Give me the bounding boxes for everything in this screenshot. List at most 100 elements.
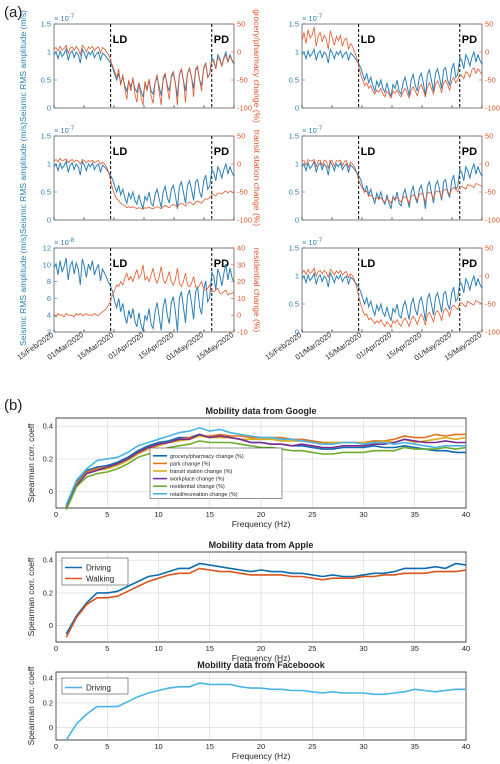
x-tick-label: 30 xyxy=(359,742,367,751)
axes-box xyxy=(53,135,235,221)
y-left-tick-label: 1.5 xyxy=(41,20,51,29)
y-right-axis-label: grocery/pharmacy change (%) xyxy=(252,9,262,123)
y-right-tick-label: 50 xyxy=(485,132,493,141)
y-tick-label: 0.2 xyxy=(43,698,53,707)
y-left-tick-label: 0.5 xyxy=(289,76,299,85)
y-right-tick-label: 30 xyxy=(237,260,245,269)
y-right-tick-label: 0 xyxy=(237,311,241,320)
y-right-tick-label: -50 xyxy=(485,76,496,85)
x-tick-label: 35 xyxy=(411,510,419,519)
seismic-rms-line xyxy=(301,271,483,321)
exponent-label: × 10-7 xyxy=(302,126,323,135)
y-right-axis-label: residential change (%) xyxy=(252,248,262,333)
exponent-label: × 10-7 xyxy=(302,14,323,23)
exponent-label: × 10-7 xyxy=(54,14,75,23)
panel-b-label: (b) xyxy=(4,397,22,414)
y-tick-label: 0.4 xyxy=(43,556,53,565)
lockdown-marker-label: PD xyxy=(462,258,477,270)
series-line-walking xyxy=(65,567,467,638)
legend-entry: Driving xyxy=(86,684,111,693)
y-tick-label: 0.4 xyxy=(43,674,53,683)
series-line-residential xyxy=(65,440,467,510)
y-left-tick-label: 6 xyxy=(47,294,51,303)
y-right-tick-label: -50 xyxy=(237,76,248,85)
y-left-tick-label: 0.5 xyxy=(289,188,299,197)
legend-entry: workplace change (%) xyxy=(169,477,225,483)
y-tick-label: 0 xyxy=(49,723,53,732)
y-right-tick-label: -50 xyxy=(485,300,496,309)
x-tick-label: 5 xyxy=(105,644,109,653)
y-left-axis-label: Seismic RMS amplitude (m/s) xyxy=(18,234,28,346)
y-right-tick-label: 20 xyxy=(237,277,245,286)
y-tick-label: 0 xyxy=(49,487,53,496)
x-tick-label: 20 xyxy=(257,510,265,519)
lockdown-marker-label: LD xyxy=(361,146,376,158)
x-tick-label: 10 xyxy=(154,510,162,519)
x-tick-label: 0 xyxy=(54,510,58,519)
x-tick-label: 10 xyxy=(154,644,162,653)
legend-entry: Walking xyxy=(86,575,114,584)
x-tick-label: 15 xyxy=(206,644,214,653)
y-left-tick-label: 1 xyxy=(295,160,299,169)
mobility-change-line xyxy=(301,267,483,329)
y-right-tick-label: -100 xyxy=(237,104,252,113)
legend-entry: park change (%) xyxy=(170,461,211,467)
axes-frame xyxy=(55,551,467,643)
y-tick-label: 0.4 xyxy=(43,422,53,431)
legend: grocery/pharmacy change (%)park change (… xyxy=(149,447,283,499)
axes-frame xyxy=(55,417,467,509)
y-left-tick-label: 1.5 xyxy=(289,244,299,253)
x-tick-label: 0 xyxy=(54,644,58,653)
y-left-tick-label: 1.5 xyxy=(289,132,299,141)
x-tick-label: 40 xyxy=(462,742,470,751)
x-tick-label: 5 xyxy=(105,742,109,751)
y-left-tick-label: 12 xyxy=(43,244,51,253)
correlation-panel-b1: 0 5 10 15 20 25 30 35 40 0 0.2 0.4 Mobility data fro… xyxy=(26,406,470,529)
x-tick-label: 25 xyxy=(308,644,316,653)
series-line-driving xyxy=(65,562,467,635)
seismic-rms-line xyxy=(301,159,483,209)
lockdown-marker-label: PD xyxy=(214,146,229,158)
y-left-axis-label: Seismic RMS amplitude (m/s) xyxy=(18,10,28,122)
y-right-tick-label: -100 xyxy=(485,104,500,113)
y-left-tick-label: 8 xyxy=(47,277,51,286)
legend-entry: grocery/pharmacy change (%) xyxy=(170,454,244,460)
y-tick-label: 0.2 xyxy=(43,588,53,597)
y-right-tick-label: 50 xyxy=(237,20,245,29)
x-tick-label: 15 xyxy=(206,510,214,519)
y-left-tick-label: 0.5 xyxy=(41,76,51,85)
y-right-tick-label: 0 xyxy=(485,272,489,281)
x-tick-label: 5 xyxy=(105,510,109,519)
x-tick-label: 40 xyxy=(462,510,470,519)
legend: Driving xyxy=(61,677,129,695)
series-line-workplace xyxy=(65,433,466,509)
y-left-tick-label: 1.5 xyxy=(41,132,51,141)
axes-box xyxy=(301,247,483,333)
lockdown-marker-label: PD xyxy=(462,146,477,158)
y-left-axis-label: Seismic RMS amplitude (m/s) xyxy=(18,122,28,234)
y-right-tick-label: 10 xyxy=(237,294,245,303)
x-tick-label: 0 xyxy=(54,742,58,751)
chart-title: Mobility data from Faceboook xyxy=(197,660,326,670)
mobility-change-line xyxy=(53,264,235,318)
exponent-power: -7 xyxy=(317,126,323,132)
y-left-tick-label: 2 xyxy=(47,328,51,337)
legend-box xyxy=(61,677,129,695)
y-right-tick-label: 0 xyxy=(485,48,489,57)
y-left-tick-label: 0 xyxy=(47,104,51,113)
y-left-tick-label: 4 xyxy=(47,311,51,320)
seismic-rms-line xyxy=(53,257,235,332)
y-axis-label: Spearman corr. coeff xyxy=(26,666,36,745)
y-right-tick-label: 0 xyxy=(237,48,241,57)
x-tick-label: 35 xyxy=(411,644,419,653)
y-right-tick-label: 50 xyxy=(485,244,493,253)
x-tick-label: 10 xyxy=(154,742,162,751)
x-axis-label: Frequency (Hz) xyxy=(232,751,291,761)
exponent-power: -7 xyxy=(69,14,75,20)
lockdown-marker-label: PD xyxy=(462,34,477,46)
mobility-change-line xyxy=(53,44,235,106)
